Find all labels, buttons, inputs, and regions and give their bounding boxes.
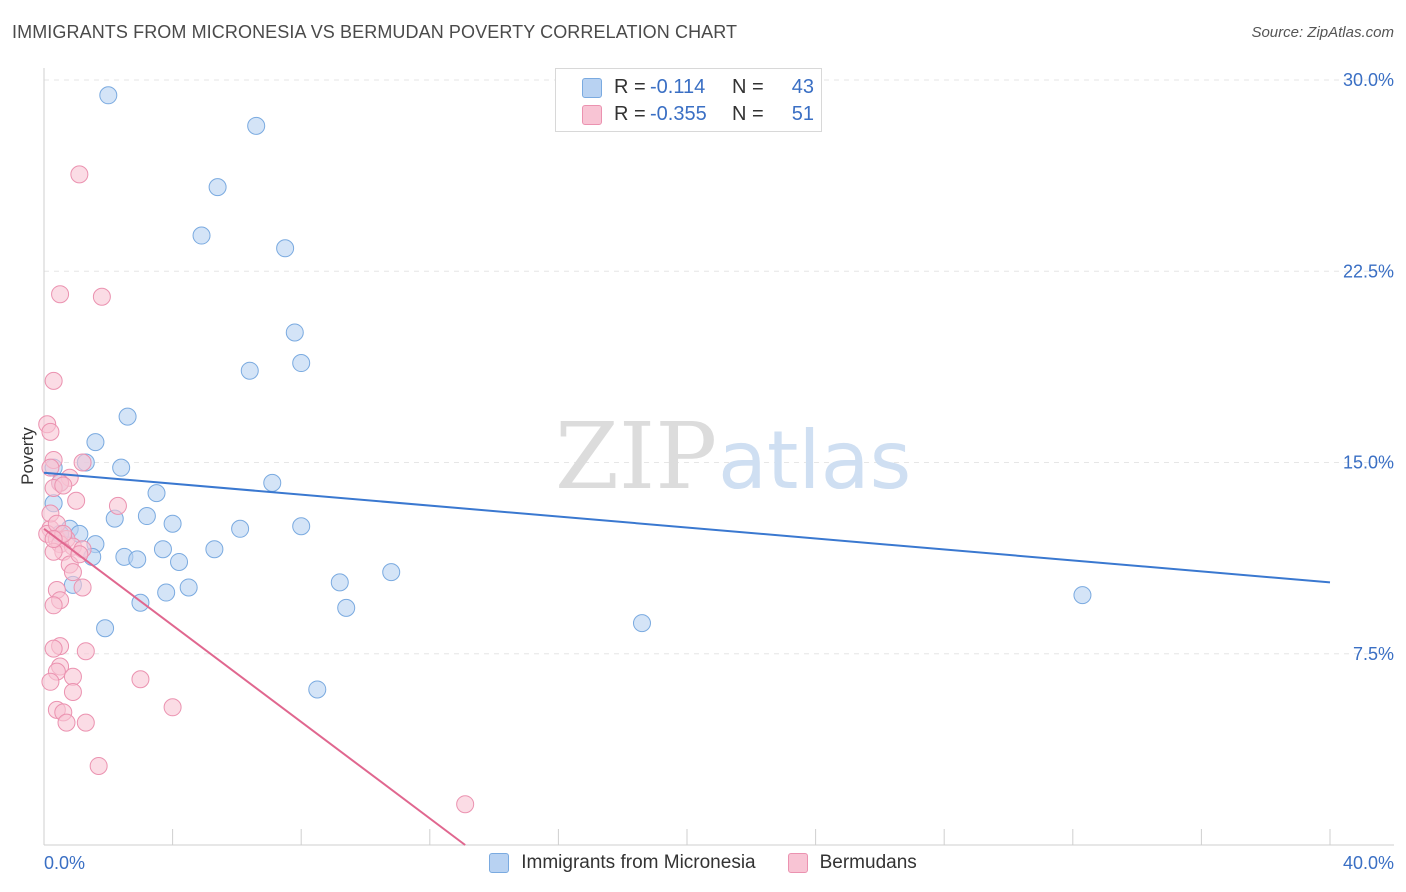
micronesia-point (1073, 586, 1092, 605)
watermark: ZIP atlas (555, 403, 911, 510)
series-bermudans-points (38, 165, 475, 814)
bermudan-point (92, 287, 111, 306)
micronesia-point (99, 86, 118, 105)
legend-n-label: N = (732, 103, 764, 125)
bermudan-point (456, 795, 475, 814)
bermudan-point (41, 672, 60, 691)
micronesia-point (192, 226, 211, 245)
micronesia-point (157, 583, 176, 602)
bermudan-point (63, 563, 82, 582)
watermark-atlas: atlas (718, 414, 911, 507)
correlation-legend: R = -0.114 N = 43 R = -0.355 N = 51 (555, 68, 822, 132)
bermudan-point (51, 285, 70, 304)
y-tick-label: 15.0% (1343, 453, 1394, 473)
bermudan-point (89, 756, 108, 775)
legend-item-micronesia[interactable]: Immigrants from Micronesia (489, 852, 756, 874)
legend-row-bermudans: R = -0.355 N = 51 (582, 103, 814, 126)
legend-n-label: N = (732, 76, 764, 98)
bermudan-point (44, 596, 63, 615)
micronesia-point (179, 578, 198, 597)
legend-swatch-pink (787, 853, 808, 873)
micronesia-point (632, 614, 651, 633)
micronesia-point (292, 517, 311, 536)
micronesia-point (153, 540, 172, 559)
micronesia-point (205, 540, 224, 559)
legend-item-bermudans[interactable]: Bermudans (787, 852, 917, 874)
legend-r-label: R = (614, 76, 646, 98)
micronesia-point (147, 484, 166, 503)
micronesia-point (231, 519, 250, 538)
micronesia-point (96, 619, 115, 638)
micronesia-trend-line (43, 471, 1331, 584)
legend-label-micronesia: Immigrants from Micronesia (521, 852, 756, 873)
y-tick-label: 22.5% (1343, 261, 1394, 281)
micronesia-point (86, 433, 105, 452)
bermudan-point (76, 642, 95, 661)
micronesia-point (276, 239, 295, 258)
bermudan-point (57, 713, 76, 732)
legend-n-value: 43 (791, 76, 814, 98)
micronesia-point (208, 178, 227, 197)
bermudan-point (70, 165, 89, 184)
micronesia-point (163, 514, 182, 533)
micronesia-point (170, 552, 189, 571)
axes (43, 68, 1394, 846)
bermudan-point (76, 713, 95, 732)
gridlines (44, 79, 1390, 655)
legend-swatch-blue (489, 853, 510, 873)
series-legend: Immigrants from Micronesia Bermudans (0, 852, 1406, 874)
bermudan-point (163, 698, 182, 717)
micronesia-point (240, 361, 259, 380)
bermudan-trend-line (43, 528, 466, 846)
micronesia-point (263, 473, 282, 492)
y-axis-label: Poverty (18, 427, 37, 485)
micronesia-point (247, 116, 266, 135)
bermudan-point (41, 458, 60, 477)
micronesia-point (337, 598, 356, 617)
bermudan-point (54, 476, 73, 495)
micronesia-point (128, 550, 147, 569)
legend-r-value: -0.355 (650, 103, 707, 125)
micronesia-point (285, 323, 304, 342)
bermudan-point (73, 453, 92, 472)
legend-swatch-blue (582, 77, 602, 98)
legend-row-micronesia: R = -0.114 N = 43 (582, 76, 814, 99)
x-tick-label-min: 0.0% (44, 853, 85, 873)
legend-r-value: -0.114 (650, 76, 706, 98)
bermudan-point (73, 578, 92, 597)
bermudan-point (44, 371, 63, 390)
micronesia-point (308, 680, 327, 699)
bermudan-point (67, 491, 86, 510)
micronesia-point (330, 573, 349, 592)
legend-label-bermudans: Bermudans (819, 852, 917, 873)
legend-n-value: 51 (791, 103, 814, 125)
x-tick-label-max: 40.0% (1343, 853, 1394, 873)
bermudan-point (108, 496, 127, 515)
y-tick-label: 7.5% (1353, 644, 1394, 664)
bermudan-point (44, 639, 63, 658)
chart-title: IMMIGRANTS FROM MICRONESIA VS BERMUDAN P… (12, 22, 738, 42)
bermudan-point (44, 530, 63, 548)
bermudan-point (131, 670, 150, 689)
trend-lines (43, 471, 1331, 846)
legend-swatch-pink (582, 104, 602, 125)
bermudan-point (41, 422, 60, 441)
micronesia-point (118, 407, 137, 426)
bermudan-point (63, 667, 82, 686)
tick-labels: 7.5% 15.0% 22.5% 30.0% 0.0% 40.0% (44, 70, 1394, 873)
micronesia-point (382, 563, 401, 582)
series-micronesia-points (44, 86, 1092, 699)
micronesia-point (137, 507, 156, 526)
micronesia-point (292, 354, 311, 373)
bermudan-point (63, 683, 82, 701)
micronesia-point (112, 458, 131, 477)
y-tick-label: 30.0% (1343, 70, 1394, 90)
watermark-zip: ZIP (555, 403, 717, 510)
legend-r-label: R = (614, 103, 646, 125)
source-label: Source: ZipAtlas.com (1251, 24, 1394, 41)
